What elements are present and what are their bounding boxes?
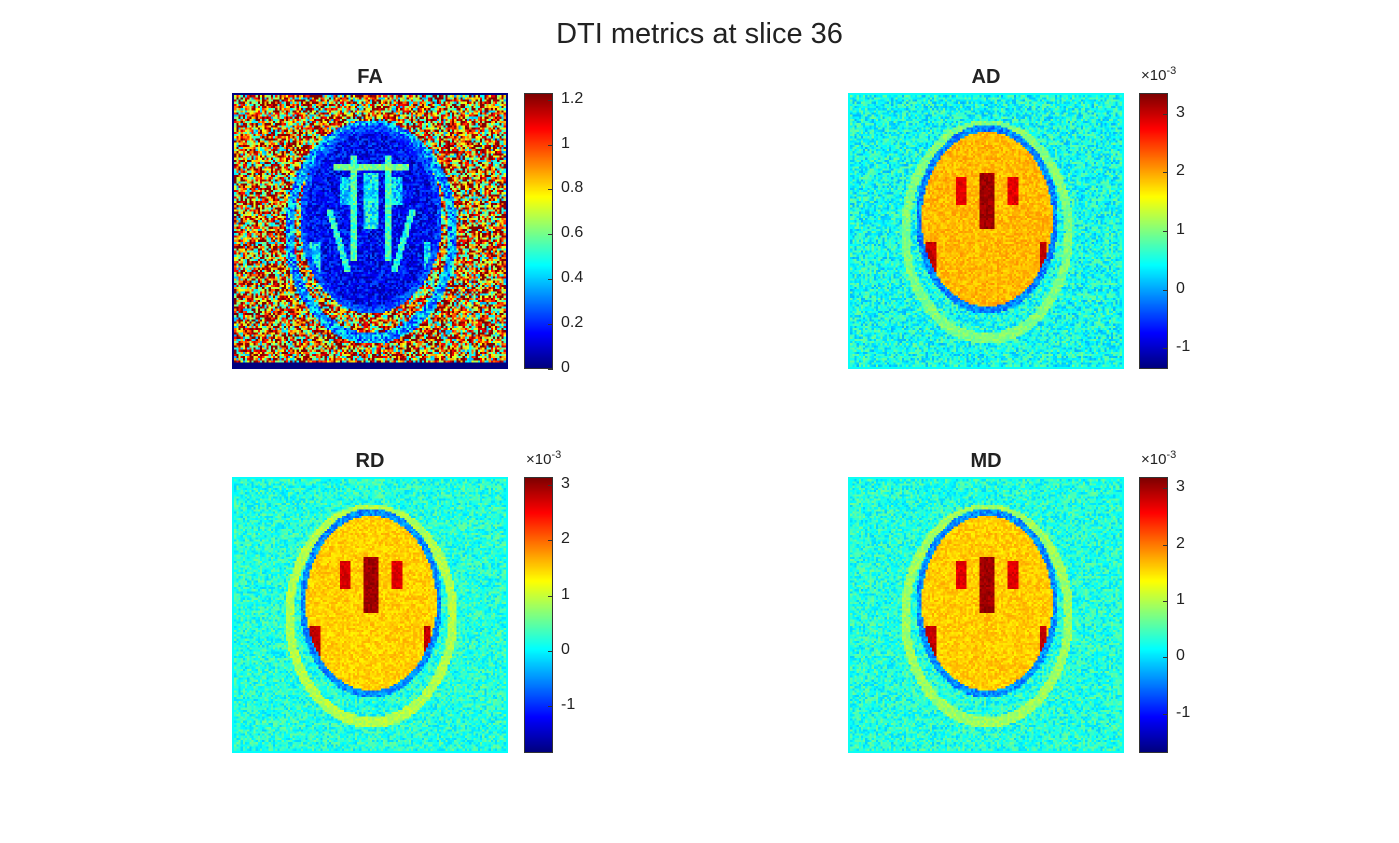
heatmap-image-md [848,477,1124,753]
colorbar-tick-label: 3 [1176,478,1185,495]
heatmap-image-fa [232,93,508,369]
colorbar-tick-label: 0 [561,641,570,658]
colorbar-tickmark [548,189,553,190]
heatmap-canvas-fa [232,93,508,369]
colorbar-tickmark [548,485,553,486]
colorbar-tick-label: 0 [561,359,570,376]
colorbar-multiplier-base: ×10 [526,451,552,468]
colorbar-tickmark [1163,657,1168,658]
colorbar-tick-label: 1 [1176,221,1185,238]
colorbar-tickmark [1163,545,1168,546]
colorbar-tickmark [1163,348,1168,349]
colorbar-multiplier: ×10-3 [1141,449,1176,468]
panel-title-md: MD [970,450,1002,472]
colorbar-tickmark [1163,172,1168,173]
colorbar-multiplier-exp: -3 [1166,449,1177,461]
colorbar-tickmark [548,540,553,541]
colorbar-tick-label: 0 [1176,647,1185,664]
colorbar-tickmark [1163,231,1168,232]
colorbar-tick-label: 1 [1176,591,1185,608]
colorbar-tick-label: 1 [561,586,570,603]
colorbar-tickmark [548,651,553,652]
colorbar-rd [524,477,553,753]
colorbar-tickmark [548,706,553,707]
colorbar-tickmark [1163,488,1168,489]
colorbar-tickmark [548,324,553,325]
colorbar-tickmark [1163,290,1168,291]
colorbar-tick-label: 0 [1176,280,1185,297]
colorbar-multiplier-base: ×10 [1141,451,1167,468]
heatmap-canvas-md [848,477,1124,753]
colorbar-tick-label: 0.8 [561,179,584,196]
colorbar-tickmark [548,234,553,235]
colorbar-multiplier-exp: -3 [1166,65,1177,77]
colorbar-tick-label: 0.6 [561,224,584,241]
colorbar-tickmark [1163,114,1168,115]
heatmap-image-ad [848,93,1124,369]
colorbar-multiplier: ×10-3 [526,449,561,468]
colorbar-tick-label: -1 [1176,338,1191,355]
colorbar-fa [524,93,553,369]
colorbar-tickmark [548,369,553,370]
heatmap-image-rd [232,477,508,753]
colorbar-tickmark [548,145,553,146]
panel-title-fa: FA [357,66,383,88]
colorbar-tick-label: 1 [561,135,570,152]
colorbar-tick-label: 3 [1176,104,1185,121]
colorbar-tickmark [548,279,553,280]
colorbar-tick-label: 1.2 [561,90,584,107]
colorbar-tickmark [548,100,553,101]
colorbar-tickmark [1163,714,1168,715]
colorbar-multiplier: ×10-3 [1141,65,1176,84]
colorbar-multiplier-exp: -3 [551,449,562,461]
colorbar-tick-label: 3 [561,475,570,492]
colorbar-multiplier-base: ×10 [1141,67,1167,84]
figure-title: DTI metrics at slice 36 [556,18,843,50]
colorbar-tick-label: 0.2 [561,314,584,331]
colorbar-md [1139,477,1168,753]
colorbar-tickmark [548,596,553,597]
colorbar-tick-label: -1 [561,696,576,713]
panel-title-rd: RD [355,450,385,472]
colorbar-tick-label: 0.4 [561,269,584,286]
heatmap-canvas-rd [232,477,508,753]
colorbar-tickmark [1163,601,1168,602]
colorbar-tick-label: 2 [1176,162,1185,179]
heatmap-canvas-ad [848,93,1124,369]
colorbar-tick-label: 2 [561,530,570,547]
colorbar-tick-label: -1 [1176,704,1191,721]
panel-title-ad: AD [971,66,1001,88]
colorbar-tick-label: 2 [1176,535,1185,552]
